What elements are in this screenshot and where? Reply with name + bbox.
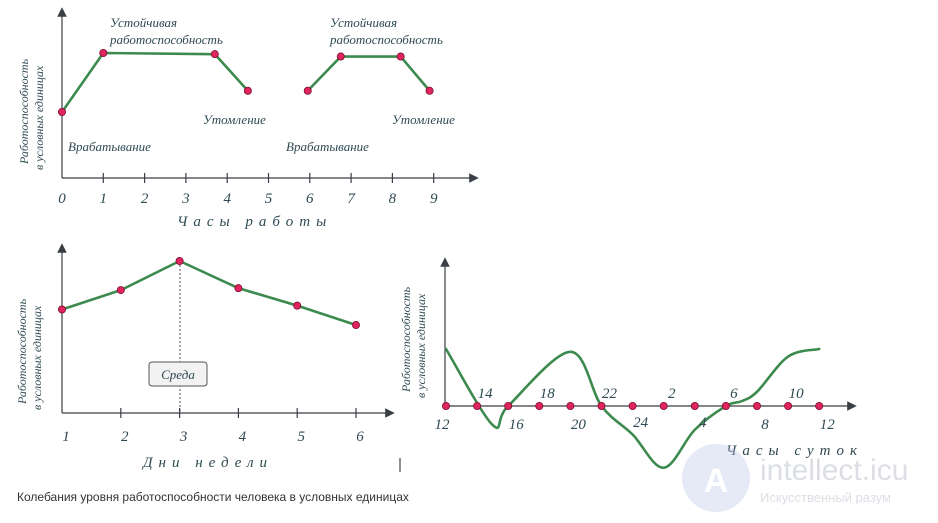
c1-ann-fatigue-2: Утомление — [392, 112, 455, 127]
svg-text:A: A — [704, 462, 729, 500]
c1-x-tick-label: 0 — [58, 191, 66, 207]
c1-ann-warmup-2: Врабатывание — [286, 139, 369, 154]
c1-data-point — [210, 50, 219, 59]
c2-ann-wednesday: Среда — [161, 367, 195, 382]
c1-x-tick-label: 7 — [347, 191, 356, 207]
c1-series-line-2 — [306, 55, 431, 93]
c2-x-tick-label: 4 — [239, 429, 247, 445]
c2-data-point — [351, 321, 360, 330]
c2-x-tick-label: 1 — [62, 429, 70, 445]
c1-ann-fatigue-1: Утомление — [203, 112, 266, 127]
c2-data-point — [116, 286, 125, 295]
c1-x-tick-label: 4 — [223, 191, 231, 207]
c3-x-tick-label: 22 — [602, 386, 618, 402]
c3-x-tick-label: 16 — [509, 417, 525, 433]
c1-x-tick-label: 8 — [389, 191, 397, 207]
watermark-logo: A intellect.icu Искусственный разум — [682, 444, 908, 512]
c2-data-point — [293, 301, 302, 310]
c3-x-tick-label: 24 — [633, 415, 649, 431]
figure-caption: Колебания уровня работоспособности челов… — [17, 490, 409, 504]
c3-ylabel-2: в условных единицах — [414, 293, 428, 398]
c1-data-point — [303, 86, 312, 95]
c1-xlabel: Часы работы — [177, 214, 332, 230]
c1-data-point — [396, 52, 405, 61]
c3-axis-point — [441, 401, 450, 410]
c1-data-point — [336, 52, 345, 61]
c1-ann-stable-2b: работоспособность — [329, 32, 443, 47]
c2-x-tick-label: 3 — [179, 429, 188, 445]
c2-x-tick-label: 2 — [121, 429, 129, 445]
c1-data-point — [243, 86, 252, 95]
c3-axis-point — [535, 401, 544, 410]
c3-axis-point — [753, 401, 762, 410]
c3-x-tick-label: 20 — [571, 417, 587, 433]
c1-ylabel-1: Работоспособность — [17, 58, 31, 165]
c1-data-point — [99, 49, 108, 58]
c3-axis-point — [504, 401, 513, 410]
svg-text:intellect.icu: intellect.icu — [760, 454, 908, 487]
c3-axis-point — [597, 401, 606, 410]
c2-xlabel: Дни недели — [141, 455, 273, 471]
c3-x-tick-label: 14 — [478, 386, 494, 402]
chart-work-hours: 0 1 2 3 4 5 6 7 8 9 Работоспособность в условных … — [17, 7, 479, 230]
c2-data-point — [58, 305, 67, 314]
c2-ylabel-2: в условных единицах — [30, 305, 44, 410]
c3-axis-point — [566, 401, 575, 410]
c1-ann-stable-1a: Устойчивая — [110, 15, 177, 30]
c2-ylabel-1: Работоспособность — [15, 298, 29, 405]
c3-x-tick-label: 6 — [730, 386, 738, 402]
c3-xlabel: Часы суток — [726, 443, 863, 459]
c1-ann-stable-1b: работоспособность — [109, 32, 223, 47]
c3-axis-point — [659, 401, 668, 410]
c1-x-tick-label: 5 — [265, 191, 273, 207]
c2-wednesday-box — [148, 361, 208, 387]
c3-x-tick-label: 8 — [761, 417, 769, 433]
c2-data-point — [234, 284, 243, 293]
c1-data-point — [58, 108, 67, 117]
c1-data-point — [425, 86, 434, 95]
chart-weekdays: Среда 1 2 3 4 5 6 Работоспособность в условны… — [15, 243, 395, 471]
c3-x-tick-label: 12 — [820, 417, 836, 433]
c3-x-tick-label: 4 — [699, 415, 707, 431]
c3-x-tick-label: 10 — [789, 386, 805, 402]
c3-axis-point — [815, 401, 824, 410]
c2-x-tick-label: 5 — [297, 429, 305, 445]
c2-data-point — [175, 256, 184, 265]
c3-axis-point — [784, 401, 793, 410]
c1-x-tick-label: 3 — [181, 191, 190, 207]
c2-series-line — [60, 259, 358, 327]
svg-text:Искусственный разум: Искусственный разум — [760, 490, 891, 505]
c3-x-tick-label: 18 — [540, 386, 556, 402]
c1-ann-stable-2a: Устойчивая — [330, 15, 397, 30]
c1-x-tick-label: 2 — [141, 191, 149, 207]
c1-series-line-1 — [60, 51, 250, 114]
c3-x-tick-label: 12 — [435, 417, 451, 433]
c1-x-tick-label: 1 — [100, 191, 108, 207]
c1-ann-warmup-1: Врабатывание — [68, 139, 151, 154]
c2-x-tick-label: 6 — [356, 429, 364, 445]
c1-x-tick-label: 9 — [430, 191, 438, 207]
c3-axis-point — [690, 401, 699, 410]
c3-ylabel-1: Работоспособность — [399, 286, 413, 393]
c1-x-tick-label: 6 — [306, 191, 314, 207]
c3-axis-point — [628, 401, 637, 410]
c1-ylabel-2: в условных единицах — [32, 65, 46, 170]
c3-axis-point — [721, 401, 730, 410]
c3-axis-point — [473, 401, 482, 410]
c3-x-tick-label: 2 — [668, 386, 676, 402]
